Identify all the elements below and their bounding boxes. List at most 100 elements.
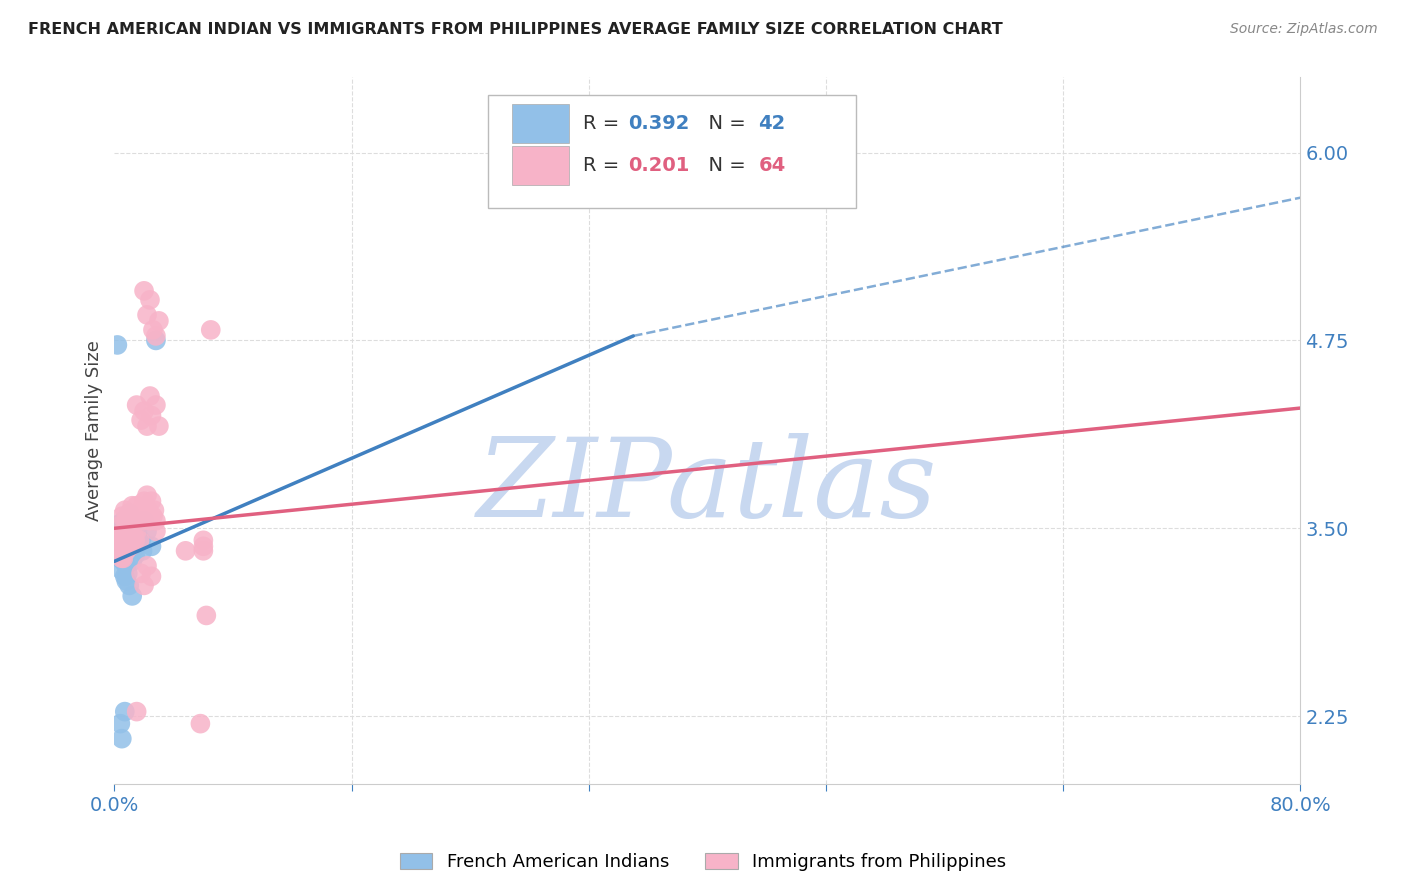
Point [136,488,159,502]
Point [129,503,152,517]
Y-axis label: Average Family Size: Average Family Size [86,340,103,521]
Point [124,549,146,563]
Point [120,539,142,553]
Point [141,539,163,553]
Point [145,334,167,348]
Point [114,533,136,548]
Point [131,514,153,528]
Text: 0.392: 0.392 [628,114,689,133]
Text: ZIPatlas: ZIPatlas [477,434,938,541]
Point [139,514,162,528]
Point [128,518,150,533]
Point [117,529,139,543]
Point [118,506,141,520]
Point [111,524,134,539]
Point [190,716,212,731]
Point [112,514,135,528]
Point [114,549,136,563]
Legend: French American Indians, Immigrants from Philippines: French American Indians, Immigrants from… [392,846,1014,879]
Point [115,544,138,558]
Point [105,533,128,548]
Text: N =: N = [696,114,752,133]
Point [110,716,132,731]
Point [105,530,128,544]
Point [132,578,155,592]
Text: Source: ZipAtlas.com: Source: ZipAtlas.com [1230,22,1378,37]
Point [111,544,134,558]
Point [129,413,152,427]
Point [117,524,139,539]
Point [129,566,152,581]
Point [118,544,141,558]
Point [132,514,155,528]
Point [142,509,165,524]
Point [138,503,160,517]
Point [117,566,139,581]
Point [174,544,197,558]
Point [195,608,218,623]
Point [193,544,215,558]
Point [132,404,155,418]
Point [139,293,162,307]
FancyBboxPatch shape [512,104,568,143]
Point [111,563,134,577]
Point [111,731,134,746]
FancyBboxPatch shape [488,95,856,208]
Point [121,518,143,533]
Point [136,419,159,434]
Point [127,514,149,528]
Point [115,574,138,588]
Point [114,705,136,719]
Point [115,558,138,573]
Point [200,323,222,337]
Point [118,578,141,592]
Point [121,589,143,603]
Point [125,398,148,412]
Point [104,527,127,541]
Point [108,521,131,535]
Point [108,539,131,553]
Point [193,539,215,553]
Text: 0.201: 0.201 [628,156,689,175]
Point [148,314,170,328]
Text: FRENCH AMERICAN INDIAN VS IMMIGRANTS FROM PHILIPPINES AVERAGE FAMILY SIZE CORREL: FRENCH AMERICAN INDIAN VS IMMIGRANTS FRO… [28,22,1002,37]
Point [141,569,163,583]
Point [141,494,163,508]
Point [136,558,159,573]
Point [141,409,163,423]
Point [145,524,167,539]
Point [142,323,165,337]
Point [148,419,170,434]
Point [125,524,148,539]
Point [145,398,167,412]
Point [132,284,155,298]
Point [111,544,134,558]
Point [110,518,132,533]
Point [122,529,145,543]
Text: R =: R = [583,156,626,175]
Point [127,529,149,543]
Point [121,554,143,568]
Text: R =: R = [583,114,626,133]
Point [110,533,132,548]
Point [114,503,136,517]
Point [112,551,135,566]
Point [135,509,157,524]
Point [114,569,136,583]
Point [143,503,166,517]
Point [136,308,159,322]
Point [125,499,148,513]
Point [125,705,148,719]
Text: 64: 64 [758,156,786,175]
Point [118,506,141,520]
Point [139,389,162,403]
Point [112,524,135,539]
Point [129,533,152,548]
Point [111,509,134,524]
Point [115,514,138,528]
Point [108,539,131,553]
Point [122,533,145,548]
Point [104,518,127,533]
Point [105,524,128,539]
Point [120,539,142,553]
